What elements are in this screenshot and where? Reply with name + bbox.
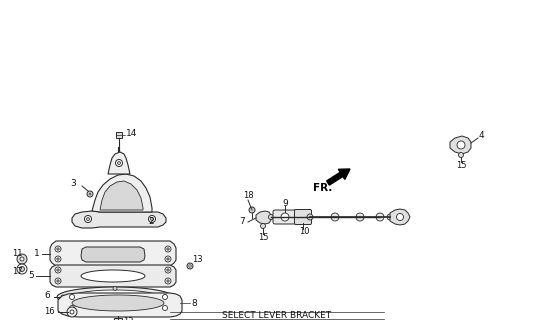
Text: 17: 17 [12, 268, 23, 276]
Polygon shape [81, 247, 145, 262]
Text: 14: 14 [126, 130, 137, 139]
Polygon shape [72, 211, 166, 228]
Text: 7: 7 [239, 218, 245, 227]
Polygon shape [72, 295, 164, 311]
Circle shape [55, 246, 61, 252]
Polygon shape [50, 265, 176, 287]
Circle shape [57, 258, 59, 260]
Circle shape [167, 280, 169, 282]
Polygon shape [100, 181, 143, 210]
Text: 6: 6 [44, 292, 50, 300]
Text: 18: 18 [243, 190, 254, 199]
Circle shape [67, 307, 77, 317]
Text: 10: 10 [299, 228, 310, 236]
Polygon shape [57, 287, 173, 307]
Circle shape [249, 207, 255, 213]
Polygon shape [92, 174, 152, 212]
Circle shape [459, 153, 464, 157]
Circle shape [260, 223, 265, 228]
Text: 5: 5 [28, 270, 34, 279]
Polygon shape [450, 136, 471, 154]
Circle shape [57, 280, 59, 282]
Text: SELECT LEVER BRACKET: SELECT LEVER BRACKET [223, 311, 331, 320]
Circle shape [167, 258, 169, 260]
Text: 1: 1 [34, 249, 40, 258]
Polygon shape [81, 270, 145, 282]
Circle shape [457, 141, 465, 149]
Text: 2: 2 [148, 218, 153, 227]
Text: 15: 15 [258, 233, 269, 242]
Circle shape [85, 215, 91, 222]
Circle shape [151, 218, 153, 220]
Circle shape [165, 256, 171, 262]
Text: 12: 12 [123, 317, 134, 320]
Text: FR.: FR. [313, 183, 332, 193]
Circle shape [165, 295, 169, 299]
FancyBboxPatch shape [295, 210, 311, 225]
Polygon shape [71, 290, 159, 304]
FancyBboxPatch shape [273, 210, 297, 224]
Polygon shape [256, 211, 271, 224]
Circle shape [55, 278, 61, 284]
Circle shape [356, 213, 364, 221]
Circle shape [19, 267, 24, 271]
Circle shape [189, 265, 191, 267]
Circle shape [55, 256, 61, 262]
Polygon shape [390, 209, 410, 225]
Circle shape [165, 278, 171, 284]
Circle shape [331, 213, 339, 221]
Circle shape [187, 263, 193, 269]
Circle shape [387, 214, 393, 220]
Polygon shape [58, 293, 182, 317]
Text: 8: 8 [191, 299, 197, 308]
Circle shape [165, 267, 171, 273]
Circle shape [86, 218, 90, 220]
Polygon shape [50, 241, 176, 266]
Circle shape [162, 306, 167, 310]
Bar [116, 132, 122, 138]
Circle shape [57, 269, 59, 271]
Circle shape [115, 159, 122, 166]
Circle shape [113, 303, 117, 308]
Circle shape [87, 191, 93, 197]
Circle shape [69, 294, 74, 300]
Circle shape [269, 214, 274, 220]
Circle shape [57, 248, 59, 250]
Circle shape [167, 248, 169, 250]
Circle shape [17, 264, 27, 274]
Circle shape [281, 213, 289, 221]
Circle shape [162, 294, 167, 300]
Circle shape [165, 246, 171, 252]
Text: 13: 13 [192, 255, 203, 265]
Text: 11: 11 [12, 250, 23, 259]
Circle shape [69, 306, 74, 310]
Circle shape [376, 213, 384, 221]
Text: 9: 9 [282, 198, 288, 207]
Circle shape [397, 213, 403, 220]
Bar [114, 318, 122, 320]
Circle shape [148, 215, 156, 222]
FancyArrow shape [327, 169, 350, 185]
Circle shape [113, 286, 117, 291]
Polygon shape [108, 152, 130, 174]
Text: 16: 16 [44, 307, 55, 316]
Circle shape [55, 267, 61, 273]
Text: 15: 15 [456, 161, 466, 170]
Circle shape [17, 254, 27, 264]
Text: 4: 4 [479, 132, 485, 140]
Text: 3: 3 [70, 180, 76, 188]
Circle shape [61, 295, 65, 299]
Circle shape [307, 214, 313, 220]
Circle shape [89, 193, 91, 195]
Circle shape [20, 257, 24, 261]
Circle shape [117, 162, 121, 164]
Circle shape [167, 269, 169, 271]
Circle shape [70, 310, 74, 314]
